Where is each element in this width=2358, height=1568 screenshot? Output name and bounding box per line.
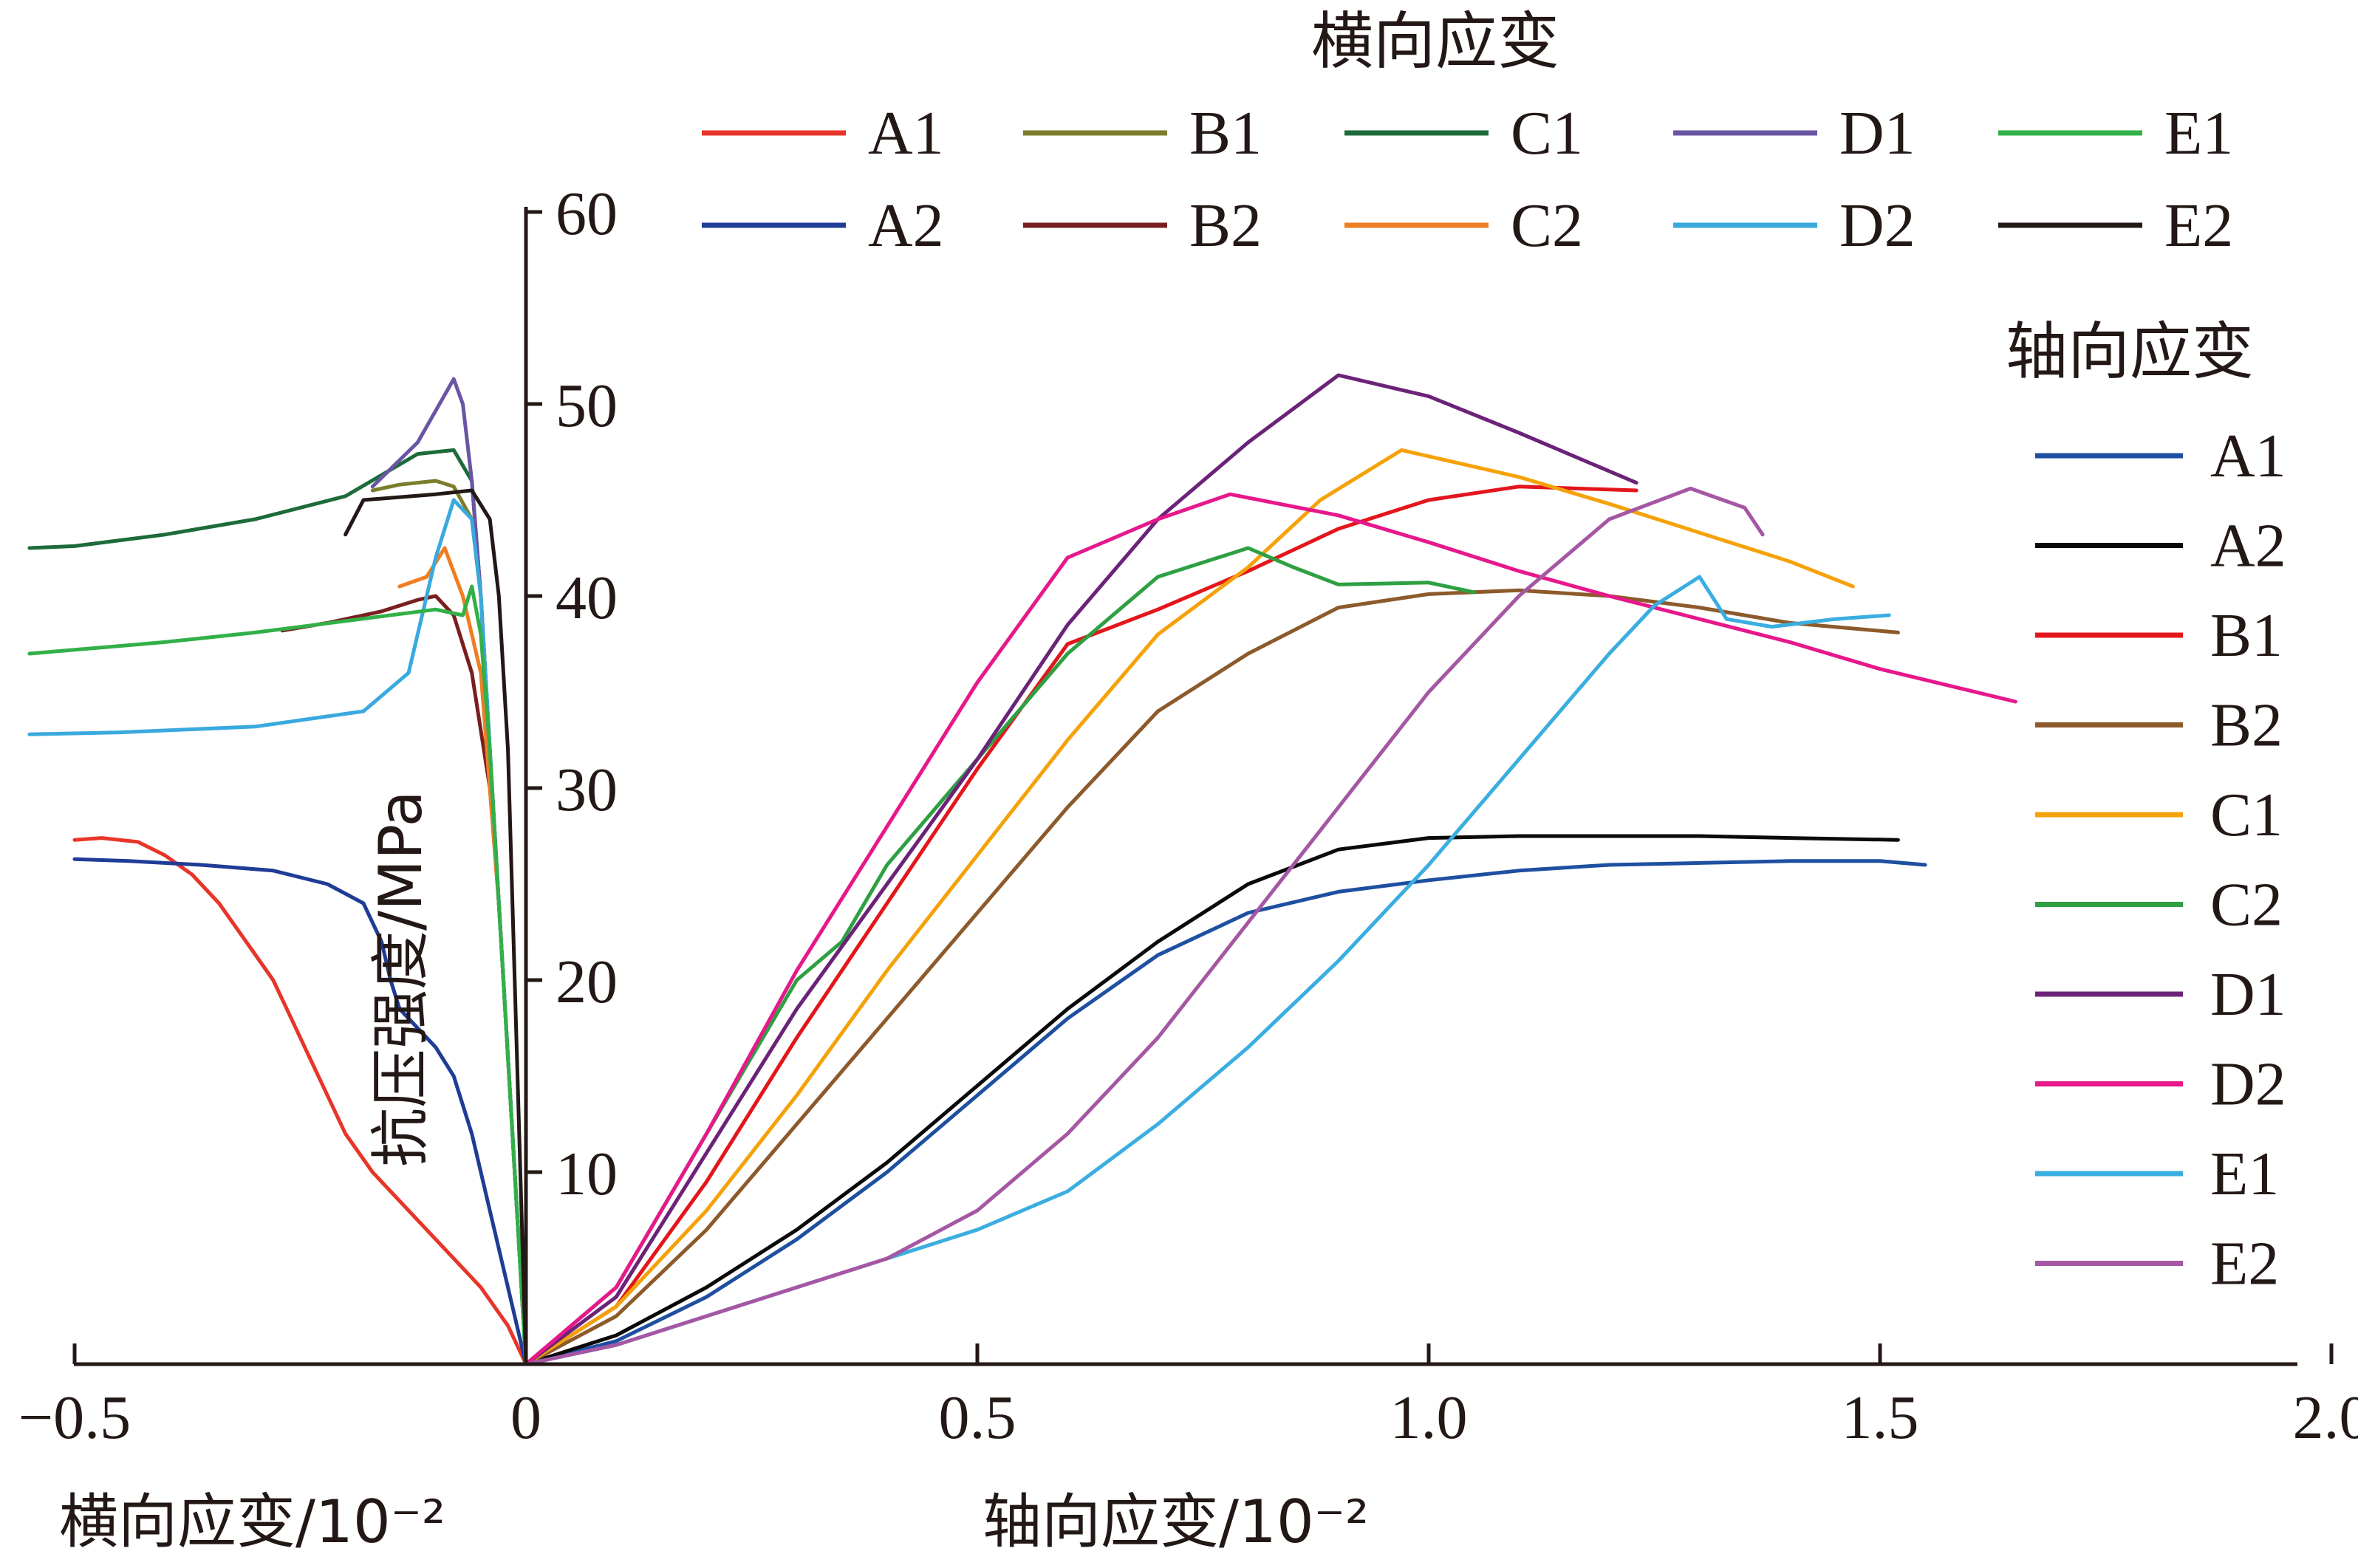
x-tick-label: −0.5	[18, 1383, 131, 1452]
x-tick-label: 1.5	[1842, 1383, 1919, 1452]
legend-lateral-label: D2	[1839, 191, 1916, 260]
legend-axial-label: B2	[2210, 691, 2283, 760]
legend-axial-label: B1	[2210, 601, 2283, 670]
y-ticks: 10 20 30 40 50 60	[526, 179, 618, 1208]
lateral-curve-e1	[27, 584, 528, 1366]
lateral-curve-a2	[72, 857, 528, 1366]
axial-curve-b1	[524, 485, 1638, 1366]
legend-axial-label: D1	[2210, 960, 2286, 1029]
legend-axial: A1 A2 B1 B2 C1 C2 D1 D2 E1 E2	[2035, 422, 2286, 1298]
legend-lateral-label: C1	[1511, 99, 1583, 168]
legend-lateral-label: B1	[1189, 99, 1262, 168]
axial-curve-b2	[524, 588, 1900, 1366]
legend-axial-title: 轴向应变	[2006, 315, 2254, 388]
legend-lateral-label: A1	[868, 99, 944, 168]
legend-lateral-label: E1	[2164, 99, 2233, 168]
axial-curve-a1	[524, 859, 1927, 1366]
y-tick-label: 10	[556, 1140, 618, 1208]
lateral-curve-c1	[27, 448, 528, 1366]
y-tick-label: 50	[556, 372, 618, 440]
legend-axial-label: C2	[2210, 871, 2283, 939]
axial-curve-d2	[524, 492, 2017, 1366]
x-axis-label-axial: 轴向应变/10⁻²	[982, 1487, 1369, 1556]
axial-curve-e1	[524, 575, 1891, 1366]
lateral-curve-a1	[72, 836, 528, 1366]
y-tick-label: 60	[556, 179, 618, 248]
axial-curve-c2	[524, 546, 1476, 1366]
legend-lateral: A1 B1 C1 D1 E1 A2 B2 C2 D2 E2	[702, 99, 2233, 260]
lateral-curve-e2	[344, 488, 528, 1366]
axial-curve-c1	[524, 448, 1855, 1366]
axial-curve-d1	[524, 373, 1638, 1366]
legend-lateral-label: E2	[2164, 191, 2233, 260]
legend-axial-label: A2	[2210, 512, 2286, 581]
legend-axial-label: A1	[2210, 422, 2286, 490]
axial-curve-e2	[524, 486, 1765, 1366]
legend-lateral-label: A2	[868, 191, 944, 260]
axial-curve-a2	[524, 834, 1900, 1366]
x-tick-label: 0.5	[939, 1383, 1016, 1452]
x-tick-label: 0	[510, 1383, 541, 1452]
legend-lateral-label: C2	[1511, 191, 1583, 260]
legend-lateral-label: B2	[1189, 191, 1262, 260]
x-tick-label: 1.0	[1390, 1383, 1468, 1452]
legend-axial-label: C1	[2210, 781, 2283, 849]
curves-layer	[27, 373, 2017, 1366]
x-tick-label: 2.0	[2293, 1383, 2358, 1452]
x-ticks: −0.5 0 0.5 1.0 1.5 2.0	[18, 1343, 2358, 1452]
y-tick-label: 40	[556, 564, 618, 632]
legend-axial-label: D2	[2210, 1050, 2286, 1119]
x-axis-label-lateral: 横向应变/10⁻²	[59, 1487, 445, 1556]
y-axis-label: 抗压强度/MPa	[366, 790, 435, 1167]
y-tick-label: 30	[556, 756, 618, 824]
legend-axial-label: E2	[2210, 1230, 2279, 1298]
legend-lateral-title: 横向应变	[1311, 5, 1559, 78]
y-tick-label: 20	[556, 948, 618, 1016]
legend-lateral-label: D1	[1839, 99, 1916, 168]
axes-layer	[74, 207, 2297, 1366]
legend-axial-label: E1	[2210, 1140, 2279, 1208]
